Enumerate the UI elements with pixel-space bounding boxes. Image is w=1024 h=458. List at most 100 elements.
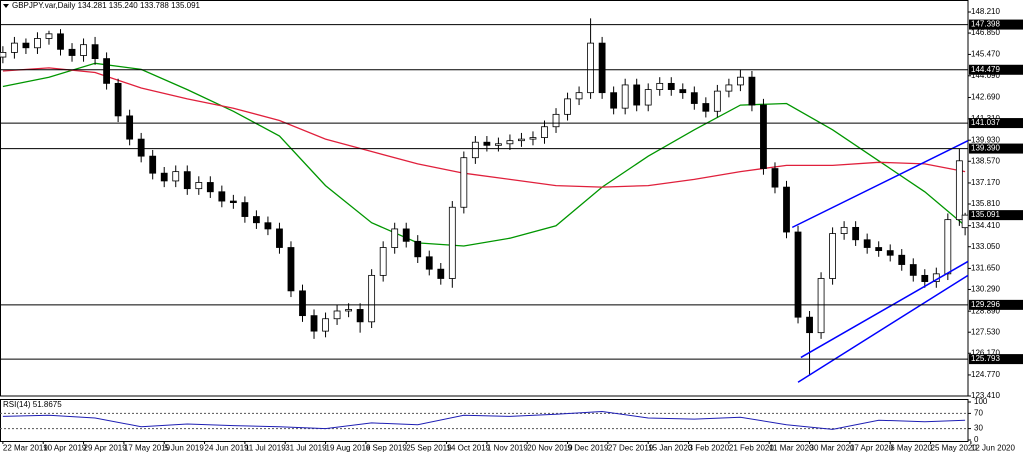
candle-body	[541, 126, 548, 138]
candle-body	[460, 157, 468, 208]
candle-body	[806, 316, 813, 334]
y-tick-label: 139.930	[971, 135, 1000, 144]
y-tick-label: 148.210	[971, 7, 1000, 16]
trendline	[800, 260, 969, 359]
level-label-bg	[969, 19, 1023, 30]
candle-body	[725, 84, 733, 92]
level-label-bg	[969, 64, 1023, 75]
level-label-bg	[969, 118, 1023, 129]
x-tick-label: 31 Jul 2019	[285, 444, 327, 453]
x-tick-label: 3 Feb 2020	[689, 444, 730, 453]
candle-body	[160, 172, 168, 182]
rsi-line	[2, 410, 966, 430]
y-tick-label: 137.170	[971, 178, 1000, 187]
y-tick-label: 128.890	[971, 306, 1000, 315]
x-tick-label: 20 Nov 2019	[527, 444, 573, 453]
level-label: 147.398	[971, 20, 1000, 29]
candle-body	[391, 228, 399, 248]
x-tick-label: 9 Dec 2019	[568, 444, 609, 453]
candle-body	[229, 200, 237, 204]
candle-body	[713, 90, 721, 112]
y-tick-label: 0	[974, 435, 979, 444]
y-tick-label: 100	[974, 397, 988, 406]
moving-average	[2, 67, 966, 188]
candle-body	[483, 141, 491, 146]
trendline	[797, 274, 969, 383]
candle-body	[183, 171, 191, 190]
candle-body	[241, 202, 249, 217]
candle-body	[529, 137, 537, 140]
candle-body	[471, 141, 479, 159]
x-tick-label: 6 May 2020	[890, 444, 932, 453]
candle-body	[702, 103, 710, 112]
y-tick-label: 30	[974, 424, 983, 433]
candle-body	[875, 247, 883, 252]
candle-body	[103, 58, 110, 84]
level-label: 144.479	[971, 65, 1000, 74]
candle-body	[253, 216, 260, 224]
candle-body	[402, 228, 410, 242]
candle-body	[137, 138, 145, 157]
x-tick-label: 29 Apr 2019	[84, 444, 128, 453]
y-tick-label: 133.050	[971, 242, 1000, 251]
trendline	[791, 139, 969, 229]
candle-body	[379, 247, 387, 276]
x-tick-label: 21 Feb 2020	[729, 444, 774, 453]
x-tick-label: 27 Dec 2019	[608, 444, 654, 453]
candle-body	[114, 82, 122, 117]
candle-body	[667, 82, 675, 90]
candle-body	[310, 315, 318, 332]
candle-body	[690, 92, 698, 104]
candle-body	[437, 268, 445, 279]
candle-body	[921, 274, 929, 282]
x-tick-label: 11 Mar 2020	[769, 444, 814, 453]
level-label: 141.037	[971, 118, 1000, 127]
candle-body	[817, 278, 825, 334]
x-tick-label: 25 Sep 2019	[406, 444, 452, 453]
x-tick-label: 1 Nov 2019	[487, 444, 528, 453]
candle-body	[68, 48, 76, 56]
candle-body	[506, 140, 514, 145]
candle-body	[322, 318, 329, 332]
collapse-icon	[3, 4, 9, 8]
x-tick-label: 14 Oct 2019	[447, 444, 491, 453]
candle-body	[955, 160, 963, 221]
candle-body	[414, 240, 422, 258]
candle-body	[195, 182, 203, 190]
candle-body	[0, 52, 7, 58]
candle-body	[679, 89, 687, 94]
y-tick-label: 124.770	[971, 370, 1000, 379]
candle-body	[587, 42, 594, 94]
y-tick-label: 123.410	[971, 391, 1000, 400]
candle-body	[909, 264, 917, 276]
candle-body	[840, 226, 848, 234]
level-label: 125.793	[971, 354, 1000, 363]
candle-body	[898, 254, 906, 265]
candle-body	[425, 256, 433, 270]
y-tick-label: 138.570	[971, 156, 1000, 165]
candle-body	[368, 274, 376, 323]
x-tick-label: 10 Apr 2019	[43, 444, 87, 453]
candle-body	[552, 113, 560, 128]
x-tick-label: 22 Mar 2019	[3, 444, 48, 453]
x-tick-label: 6 Sep 2019	[366, 444, 407, 453]
x-tick-label: 17 May 2019	[124, 444, 171, 453]
candle-body	[45, 33, 53, 39]
candle-body	[852, 226, 860, 241]
x-tick-label: 12 Jun 2020	[971, 444, 1016, 453]
candle-body	[633, 84, 641, 106]
candle-body	[448, 206, 456, 279]
x-tick-label: 30 Mar 2020	[810, 444, 855, 453]
x-tick-label: 25 May 2020	[931, 444, 978, 453]
moving-average	[2, 62, 966, 247]
candle-body	[149, 155, 157, 174]
level-label: 139.390	[971, 144, 1000, 153]
candle-body	[621, 84, 629, 109]
x-tick-label: 15 Jan 2020	[648, 444, 693, 453]
candle-body	[610, 92, 618, 109]
candle-body	[126, 115, 134, 140]
y-tick-label: 134.410	[971, 221, 1000, 230]
candle-body	[771, 168, 779, 188]
y-tick-label: 131.650	[971, 264, 1000, 273]
